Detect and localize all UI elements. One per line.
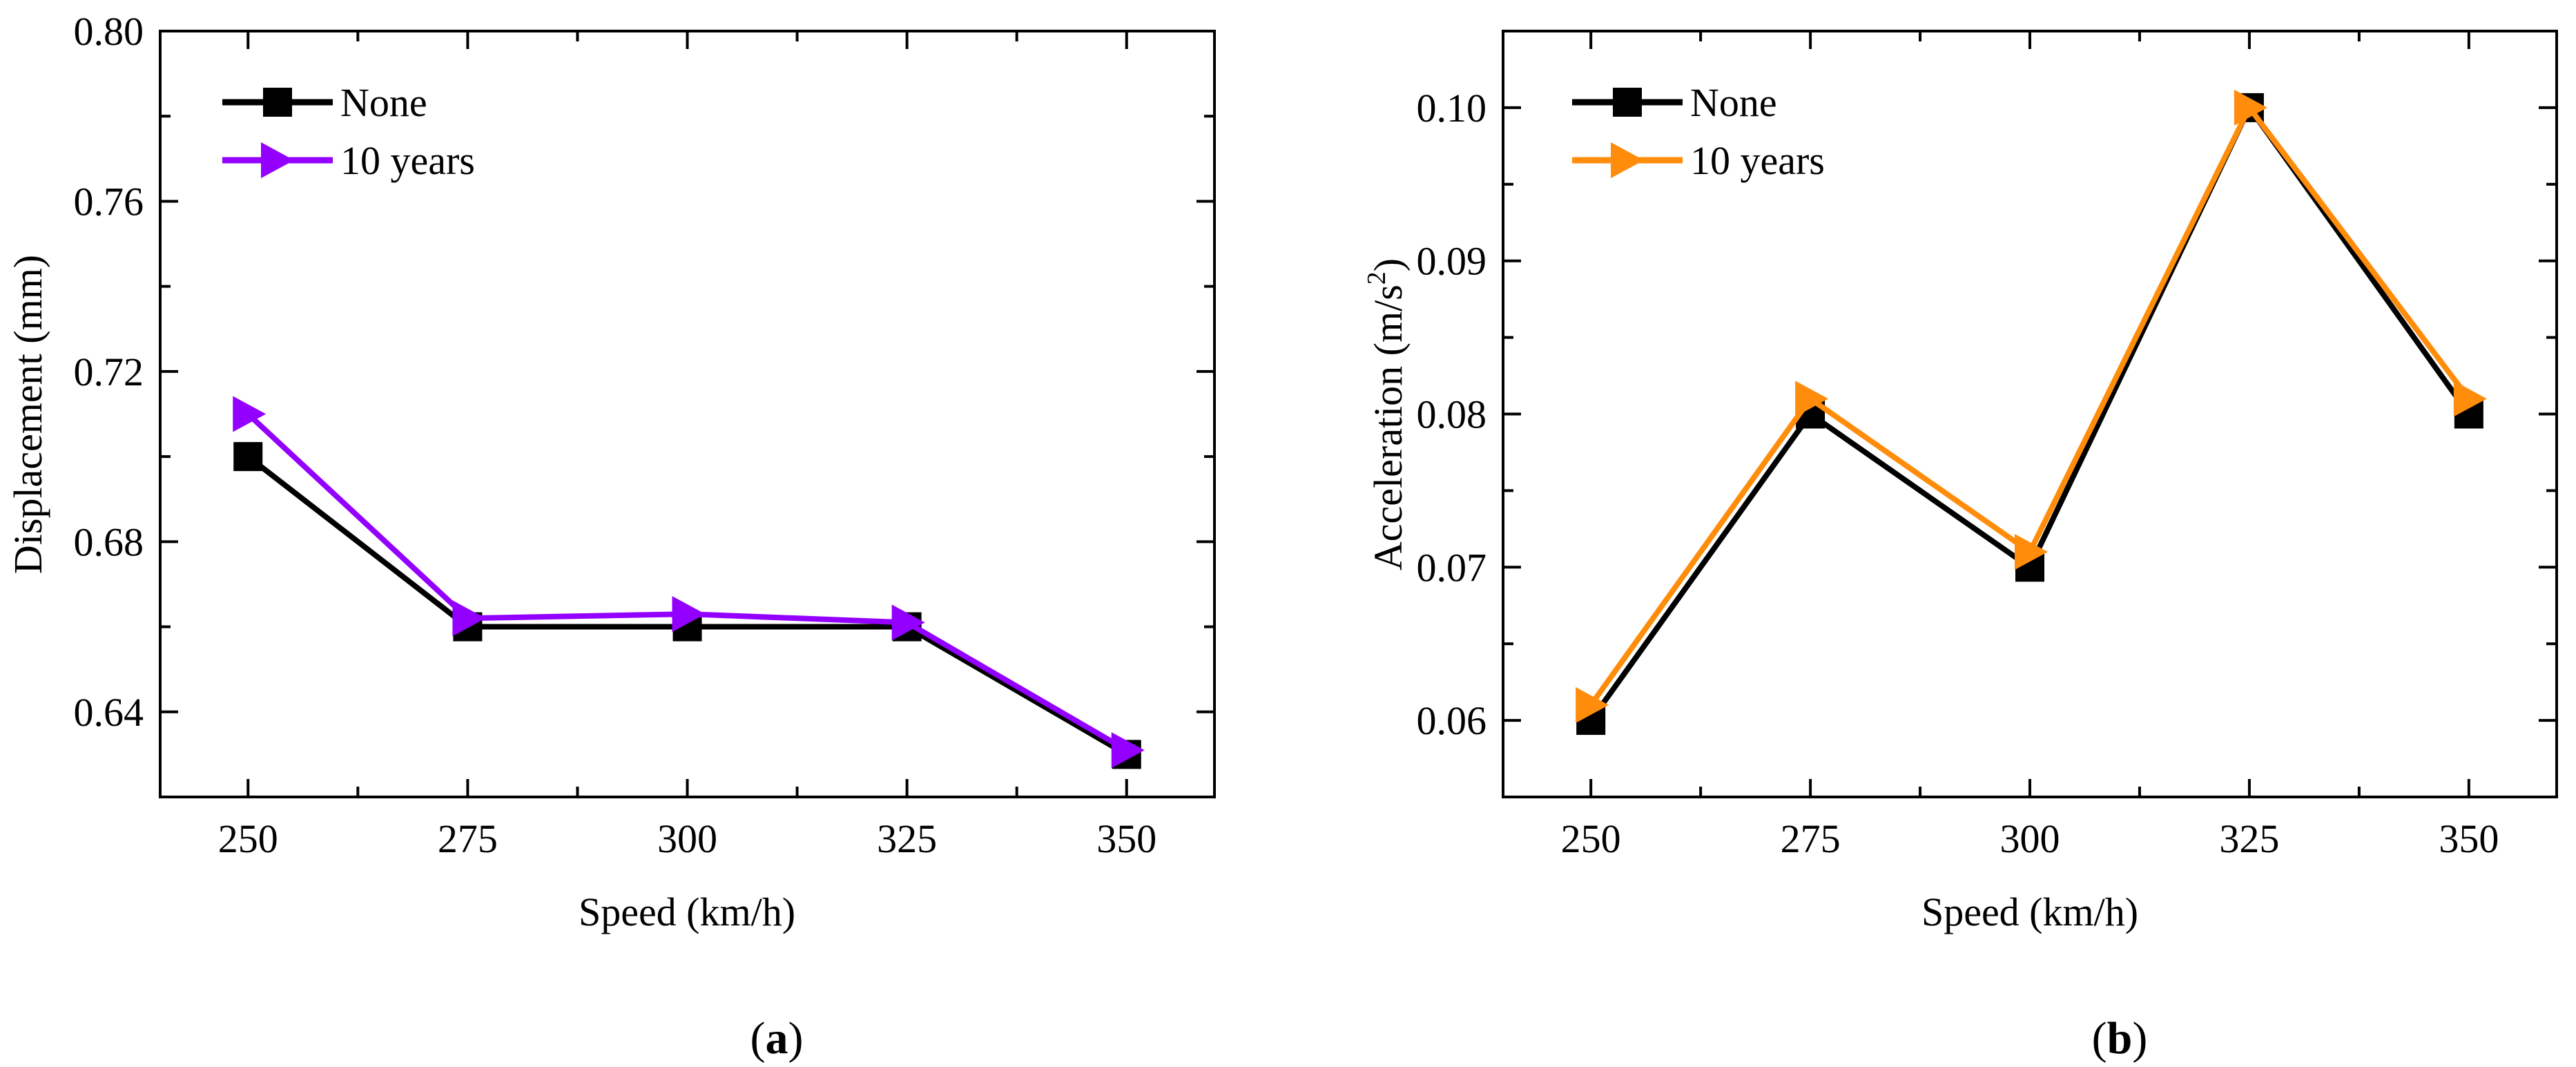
x-axis-title-a: Speed (km/h) [579, 890, 795, 934]
y-axis-title-a: Displacement (mm) [6, 255, 50, 574]
y-tick-labels-b: 0.06 0.07 0.08 0.09 0.10 [1417, 86, 1487, 743]
panel-label-b: (b) [2092, 1013, 2148, 1064]
data-point-none-a [233, 442, 263, 472]
legend-marker-none-a [263, 88, 292, 117]
panel-label-a: (a) [750, 1013, 804, 1064]
legend-label-none-a: None [340, 80, 427, 125]
y-tick-label: 0.64 [74, 690, 144, 735]
x-tick-label: 250 [218, 816, 278, 861]
series-line-10-years-b [1588, 102, 2472, 707]
data-point-10-years-b [1576, 686, 1609, 723]
plot-frame-a [159, 30, 1216, 798]
legend-label-none-b: None [1690, 80, 1777, 125]
x-tick-labels-b: 250 275 300 325 350 [1561, 816, 2499, 861]
legend-b: None 10 years [1572, 80, 1825, 183]
x-tick-label: 350 [2439, 816, 2499, 861]
y-tick-label: 0.68 [74, 519, 144, 564]
series-group-b [1576, 89, 2487, 736]
tick-marks-b [1503, 30, 2557, 798]
x-tick-label: 300 [657, 816, 717, 861]
y-tick-label: 0.07 [1417, 545, 1487, 590]
y-tick-label: 0.08 [1417, 392, 1487, 437]
x-tick-label: 325 [877, 816, 937, 861]
legend-marker-10-years-b [1611, 142, 1644, 178]
data-point-10-years-a [1111, 732, 1145, 769]
legend-a: None 10 years [222, 80, 475, 183]
x-tick-label: 325 [2219, 816, 2279, 861]
y-tick-label: 0.06 [1417, 698, 1487, 743]
x-tick-label: 300 [2000, 816, 2060, 861]
y-tick-label: 0.10 [1417, 86, 1487, 131]
data-point-10-years-a [233, 396, 267, 432]
y-axis-title-b: Acceleration (m/s2) [1362, 258, 1411, 570]
x-axis-title-b: Speed (km/h) [1921, 890, 2138, 934]
x-tick-label: 275 [1781, 816, 1841, 861]
plot-frame-b [1502, 30, 2558, 798]
x-tick-labels-a: 250 275 300 325 350 [218, 816, 1157, 861]
series-line-10-years-a [246, 412, 1128, 753]
legend-label-10-years-b: 10 years [1690, 138, 1825, 183]
data-point-10-years-b [1795, 381, 1829, 417]
panel-a-chart: 0.64 0.68 0.72 0.76 0.80 250 275 300 325 350 Spe… [6, 9, 1216, 1064]
y-tick-label: 0.80 [74, 9, 144, 54]
y-tick-labels-a: 0.64 0.68 0.72 0.76 0.80 [74, 9, 144, 735]
x-tick-label: 275 [438, 816, 498, 861]
data-point-10-years-a [672, 596, 706, 633]
data-point-10-years-b [2234, 89, 2267, 126]
panel-b-chart: 0.06 0.07 0.08 0.09 0.10 250 275 300 325 350 Spe… [1362, 30, 2558, 1064]
legend-marker-10-years-a [261, 142, 294, 178]
x-tick-label: 350 [1096, 816, 1156, 861]
legend-marker-none-b [1613, 88, 1642, 117]
y-tick-label: 0.09 [1417, 239, 1487, 284]
x-tick-label: 250 [1561, 816, 1621, 861]
series-group-a [233, 396, 1145, 769]
series-line-none-b [1588, 102, 2472, 722]
data-point-10-years-b [2015, 534, 2048, 570]
tick-marks-a [160, 30, 1214, 798]
data-point-10-years-b [2453, 381, 2487, 417]
data-point-10-years-a [452, 600, 486, 637]
data-point-10-years-a [891, 604, 925, 641]
legend-label-10-years-a: 10 years [340, 138, 475, 183]
y-tick-label: 0.76 [74, 179, 144, 224]
y-tick-label: 0.72 [74, 349, 144, 394]
